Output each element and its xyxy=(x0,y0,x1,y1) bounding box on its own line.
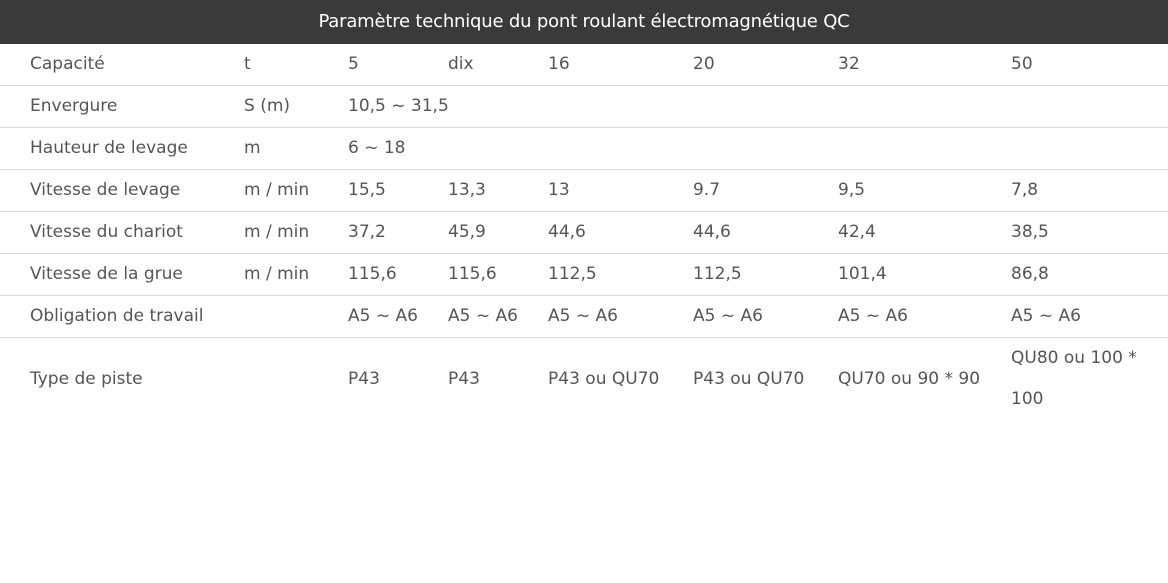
table-row-vitesse-chariot: Vitesse du chariot m / min 37,2 45,9 44,… xyxy=(0,211,1168,254)
row-unit: m xyxy=(244,127,348,170)
spec-table: Paramètre technique du pont roulant élec… xyxy=(0,0,1168,420)
table-cell: 42,4 xyxy=(838,211,1011,254)
table-row-vitesse-levage: Vitesse de levage m / min 15,5 13,3 13 9… xyxy=(0,169,1168,212)
table-row-capacite: Capacité t 5 dix 16 20 32 50 xyxy=(0,44,1168,86)
table-cell: A5 ~ A6 xyxy=(448,295,548,338)
row-label: Obligation de travail xyxy=(0,295,244,338)
row-label: Type de piste xyxy=(0,337,244,420)
table-row-obligation: Obligation de travail A5 ~ A6 A5 ~ A6 A5… xyxy=(0,295,1168,338)
table-caption: Paramètre technique du pont roulant élec… xyxy=(0,0,1168,44)
table-cell: 45,9 xyxy=(448,211,548,254)
table-cell: 10,5 ~ 31,5 xyxy=(348,85,1168,128)
table-cell: 115,6 xyxy=(448,253,548,296)
table-cell: QU70 ou 90 * 90 xyxy=(838,337,1011,420)
row-unit xyxy=(244,337,348,420)
table-row-type-piste: Type de piste P43 P43 P43 ou QU70 P43 ou… xyxy=(0,337,1168,420)
table-cell: 86,8 xyxy=(1011,253,1168,296)
table-cell: 16 xyxy=(548,54,570,74)
table-cell: 7,8 xyxy=(1011,169,1168,212)
table-cell: P43 ou QU70 xyxy=(693,337,838,420)
table-cell: 15,5 xyxy=(348,169,448,212)
row-unit: m / min xyxy=(244,169,348,212)
table-cell: 9,5 xyxy=(838,169,1011,212)
table-cell: 6 ~ 18 xyxy=(348,127,1168,170)
table-cell: P43 xyxy=(348,337,448,420)
table-cell: 115,6 xyxy=(348,253,448,296)
table-cell: A5 ~ A6 xyxy=(348,295,448,338)
table-cell: A5 ~ A6 xyxy=(838,295,1011,338)
table-cell: A5 ~ A6 xyxy=(1011,295,1168,338)
table-cell: 44,6 xyxy=(548,211,693,254)
row-label: Envergure xyxy=(0,85,244,128)
row-label: Vitesse de la grue xyxy=(0,253,244,296)
table-cell: dix xyxy=(448,54,474,74)
row-unit: m / min xyxy=(244,253,348,296)
table-cell: 101,4 xyxy=(838,253,1011,296)
table-cell: 32 xyxy=(838,54,860,74)
row-unit xyxy=(244,295,348,338)
table-cell: 5 xyxy=(348,54,359,74)
table-cell: 37,2 xyxy=(348,211,448,254)
table-cell: P43 xyxy=(448,337,548,420)
table-cell: 50 xyxy=(1011,54,1033,74)
row-label: Hauteur de levage xyxy=(0,127,244,170)
table-cell: P43 ou QU70 xyxy=(548,337,693,420)
table-cell: A5 ~ A6 xyxy=(548,295,693,338)
table-cell: 112,5 xyxy=(693,253,838,296)
row-label: Capacité xyxy=(30,54,105,74)
row-unit: S (m) xyxy=(244,85,348,128)
row-unit: t xyxy=(244,54,251,74)
row-label: Vitesse du chariot xyxy=(0,211,244,254)
table-cell: 20 xyxy=(693,54,715,74)
table-cell: 112,5 xyxy=(548,253,693,296)
table-cell: 38,5 xyxy=(1011,211,1168,254)
table-cell: 9.7 xyxy=(693,169,838,212)
table-cell: 13 xyxy=(548,169,693,212)
table-row-hauteur: Hauteur de levage m 6 ~ 18 xyxy=(0,127,1168,170)
table-cell: QU80 ou 100 * 100 xyxy=(1011,337,1168,420)
table-cell: 44,6 xyxy=(693,211,838,254)
row-label: Vitesse de levage xyxy=(0,169,244,212)
table-row-envergure: Envergure S (m) 10,5 ~ 31,5 xyxy=(0,85,1168,128)
table-cell: 13,3 xyxy=(448,169,548,212)
row-unit: m / min xyxy=(244,211,348,254)
table-cell: A5 ~ A6 xyxy=(693,295,838,338)
table-row-vitesse-grue: Vitesse de la grue m / min 115,6 115,6 1… xyxy=(0,253,1168,296)
